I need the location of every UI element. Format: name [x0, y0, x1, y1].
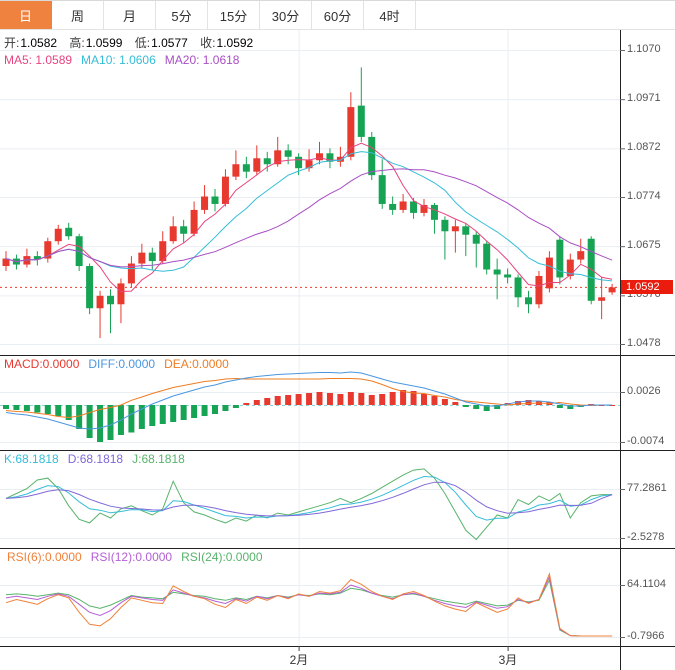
tab-5分[interactable]: 5分	[156, 1, 208, 29]
tab-日[interactable]: 日	[0, 1, 52, 29]
chart-area[interactable]: 开:1.0582 高:1.0599 低:1.0577 收:1.0592 MA5:…	[0, 30, 675, 670]
timeframe-tabbar: 日周月 5分 15分 30分 60分 4时	[0, 0, 675, 30]
tab-60分[interactable]: 60分	[312, 1, 364, 29]
tab-30分[interactable]: 30分	[260, 1, 312, 29]
tab-4时[interactable]: 4时	[364, 1, 416, 29]
tab-月[interactable]: 月	[104, 1, 156, 29]
tab-15分[interactable]: 15分	[208, 1, 260, 29]
candlestick-chart-canvas[interactable]	[0, 30, 675, 670]
tab-周[interactable]: 周	[52, 1, 104, 29]
